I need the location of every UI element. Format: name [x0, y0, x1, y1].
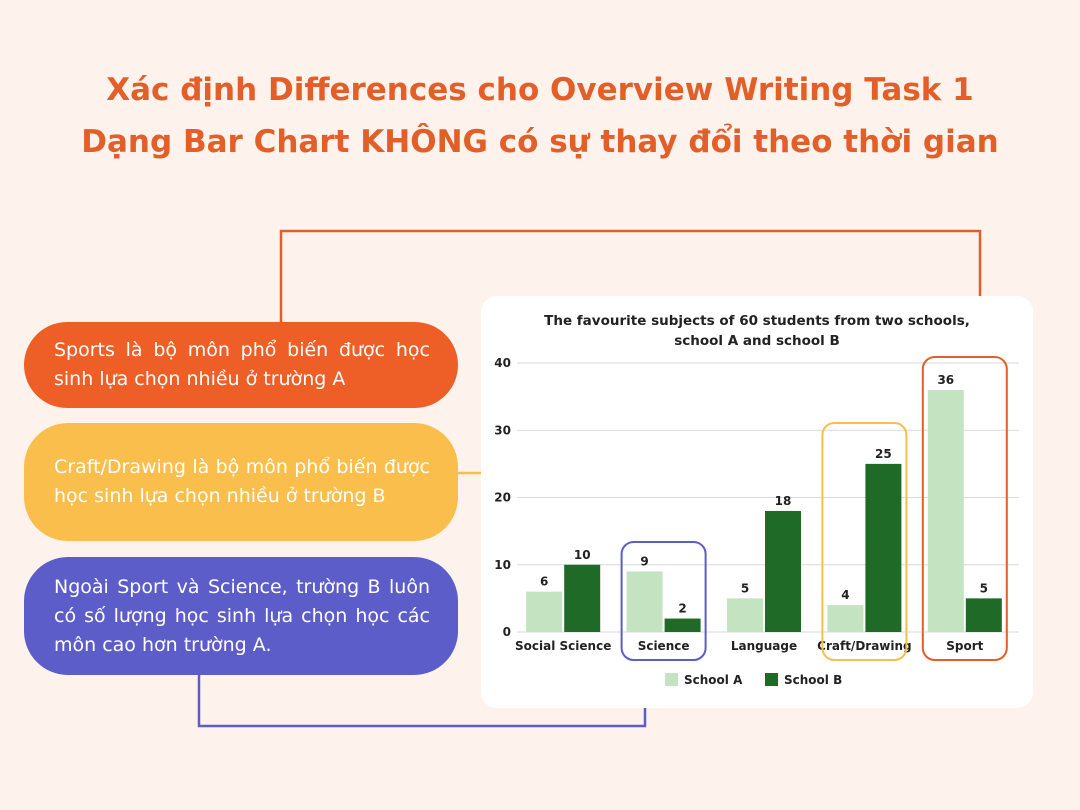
x-tick-label: Craft/Drawing: [817, 639, 911, 653]
highlight-box: [620, 541, 707, 661]
legend-swatch-school-a: [665, 673, 678, 686]
bar-school-b: [564, 564, 601, 632]
chart-title-line: The favourite subjects of 60 students fr…: [544, 313, 970, 329]
highlight-box: [821, 422, 908, 661]
bar-value-label: 5: [980, 581, 988, 595]
bar-value-label: 25: [875, 447, 892, 461]
callout-text: Sports là bộ môn phổ biến được học sinh …: [54, 339, 430, 390]
page-title-line-2: Dạng Bar Chart KHÔNG có sự thay đổi theo…: [81, 124, 999, 160]
bar-value-label: 36: [937, 373, 954, 387]
x-tick-label: Sport: [946, 639, 983, 653]
legend-swatch-school-b: [765, 673, 778, 686]
bar-school-b: [664, 618, 701, 632]
bar-school-b: [765, 510, 801, 632]
connector-line-sport: [279, 229, 982, 349]
bar-value-label: 5: [741, 581, 749, 595]
bar-value-label: 9: [640, 554, 648, 568]
bar-value-label: 4: [841, 588, 849, 602]
y-tick-label: 30: [494, 423, 511, 437]
page-title-line-1: Xác định Differences cho Overview Writin…: [106, 72, 974, 108]
x-tick-label: Science: [638, 639, 690, 653]
x-tick-label: Language: [731, 639, 797, 653]
bar-school-b: [865, 463, 902, 632]
y-tick-label: 0: [503, 625, 511, 639]
legend-label: School A: [684, 673, 743, 687]
chart-card: The favourite subjects of 60 students fr…: [481, 296, 1033, 708]
bar-school-a: [526, 591, 563, 632]
bar-value-label: 6: [540, 575, 548, 589]
x-tick-label: Social Science: [515, 639, 611, 653]
bar-school-b: [965, 598, 1002, 632]
legend-label: School B: [784, 673, 842, 687]
callout-school-b-higher: Ngoài Sport và Science, trường B luôn có…: [24, 557, 458, 675]
bar-value-label: 2: [678, 602, 686, 616]
bar-school-a: [727, 598, 763, 632]
bar-value-label: 18: [775, 494, 792, 508]
page-title: Xác định Differences cho Overview Writin…: [0, 64, 1080, 168]
highlight-box: [921, 356, 1008, 661]
callout-text: Ngoài Sport và Science, trường B luôn có…: [54, 575, 430, 656]
bar-value-label: 10: [574, 548, 591, 562]
bar-school-a: [827, 605, 864, 632]
y-tick-label: 20: [494, 491, 511, 505]
y-tick-label: 40: [494, 356, 511, 370]
bar-chart: The favourite subjects of 60 students fr…: [494, 313, 1019, 687]
callout-text: Craft/Drawing là bộ môn phổ biến được họ…: [54, 456, 430, 507]
chart-title-line: school A and school B: [674, 333, 840, 349]
bar-school-a: [626, 571, 663, 632]
callout-sports-school-a: Sports là bộ môn phổ biến được học sinh …: [24, 322, 458, 408]
callout-craft-school-b: Craft/Drawing là bộ môn phổ biến được họ…: [24, 423, 458, 541]
bar-school-a: [927, 389, 964, 632]
y-tick-label: 10: [494, 558, 511, 572]
